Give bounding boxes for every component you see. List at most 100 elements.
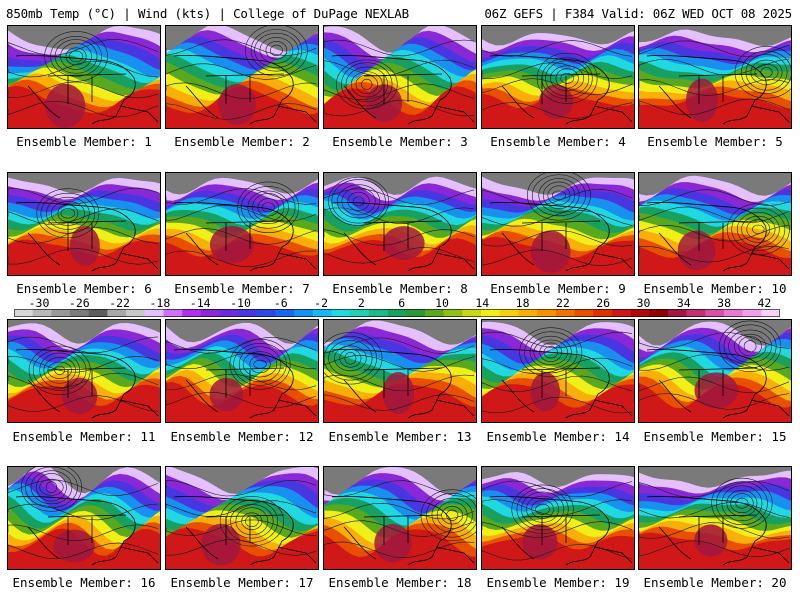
colorbar-tick-label: -2 — [314, 296, 329, 310]
colorbar-tick-label: 38 — [717, 296, 732, 310]
ensemble-map-panel — [165, 172, 319, 276]
colorbar-swatch — [574, 309, 594, 317]
colorbar-swatch — [32, 309, 52, 317]
ensemble-member-label: Ensemble Member: 9 — [490, 281, 626, 296]
colorbar-swatch — [70, 309, 90, 317]
ensemble-member-label: Ensemble Member: 2 — [174, 134, 310, 149]
colorbar-swatch — [481, 309, 501, 317]
ensemble-map-panel — [7, 172, 161, 276]
colorbar-tick-label: -6 — [273, 296, 288, 310]
colorbar-swatch — [107, 309, 127, 317]
colorbar-swatch — [51, 309, 71, 317]
colorbar-swatch — [537, 309, 557, 317]
colorbar-swatch — [649, 309, 669, 317]
colorbar-swatch — [630, 309, 650, 317]
ensemble-member-label: Ensemble Member: 15 — [643, 429, 787, 444]
ensemble-member-label: Ensemble Member: 4 — [490, 134, 626, 149]
ensemble-member-label: Ensemble Member: 6 — [16, 281, 152, 296]
ensemble-member-label: Ensemble Member: 1 — [16, 134, 152, 149]
ensemble-map-panel — [165, 319, 319, 423]
colorbar-swatch — [387, 309, 407, 317]
colorbar-swatch — [219, 309, 239, 317]
colorbar-tick-label: -10 — [230, 296, 251, 310]
colorbar-swatch — [312, 309, 332, 317]
colorbar-swatch — [350, 309, 370, 317]
ensemble-member-label: Ensemble Member: 19 — [486, 575, 630, 590]
colorbar-tick-label: -26 — [68, 296, 90, 310]
colorbar-swatch — [761, 309, 780, 317]
colorbar-swatch — [593, 309, 613, 317]
ensemble-member-label: Ensemble Member: 20 — [643, 575, 787, 590]
colorbar-tick-label: -30 — [28, 296, 50, 310]
colorbar-swatch — [611, 309, 631, 317]
ensemble-member-label: Ensemble Member: 8 — [332, 281, 468, 296]
colorbar-swatch — [667, 309, 687, 317]
ensemble-map-panel — [638, 466, 792, 570]
colorbar-swatch — [126, 309, 146, 317]
colorbar-swatch — [368, 309, 388, 317]
ensemble-map-panel — [481, 466, 635, 570]
colorbar-swatch — [686, 309, 706, 317]
ensemble-map-panel — [481, 25, 635, 129]
colorbar-swatch — [14, 309, 33, 317]
colorbar-swatch — [275, 309, 295, 317]
colorbar-tick-label: -22 — [109, 296, 130, 310]
colorbar-tick-label: 14 — [475, 296, 490, 310]
ensemble-map-panel — [481, 172, 635, 276]
colorbar-swatch — [555, 309, 575, 317]
ensemble-map-panel — [323, 25, 477, 129]
colorbar-swatch — [238, 309, 258, 317]
colorbar-swatch — [163, 309, 183, 317]
ensemble-map-panel — [7, 319, 161, 423]
chart-title: 850mb Temp (°C) | Wind (kts) | College o… — [6, 6, 409, 21]
colorbar-tick-label: 22 — [555, 296, 570, 310]
ensemble-map-panel — [7, 25, 161, 129]
ensemble-map-panel — [481, 319, 635, 423]
ensemble-member-label: Ensemble Member: 3 — [332, 134, 468, 149]
colorbar-swatch — [425, 309, 444, 317]
ensemble-member-label: Ensemble Member: 13 — [328, 429, 472, 444]
colorbar-tick-label: 34 — [676, 296, 691, 310]
colorbar-tick-label: -18 — [149, 296, 171, 310]
colorbar-swatch — [705, 309, 725, 317]
ensemble-map-panel — [638, 172, 792, 276]
ensemble-member-label: Ensemble Member: 12 — [170, 429, 314, 444]
colorbar-swatch — [200, 309, 220, 317]
ensemble-member-label: Ensemble Member: 18 — [328, 575, 472, 590]
ensemble-member-label: Ensemble Member: 17 — [170, 575, 314, 590]
ensemble-member-label: Ensemble Member: 10 — [643, 281, 787, 296]
colorbar-tick-label: 18 — [515, 296, 530, 310]
colorbar-tick-label: 42 — [757, 296, 772, 310]
colorbar-swatch — [443, 309, 463, 317]
colorbar-swatch — [723, 309, 743, 317]
ensemble-map-panel — [165, 466, 319, 570]
ensemble-member-label: Ensemble Member: 5 — [647, 134, 783, 149]
ensemble-map-panel — [323, 172, 477, 276]
colorbar-swatch — [742, 309, 762, 317]
ensemble-map-panel — [638, 25, 792, 129]
ensemble-member-label: Ensemble Member: 14 — [486, 429, 630, 444]
colorbar-swatch — [182, 309, 202, 317]
colorbar-swatch — [144, 309, 164, 317]
colorbar-swatch — [518, 309, 538, 317]
colorbar-swatch — [88, 309, 108, 317]
colorbar-tick-label: -14 — [189, 296, 211, 310]
ensemble-member-label: Ensemble Member: 11 — [12, 429, 156, 444]
colorbar-tick-label: 26 — [596, 296, 611, 310]
colorbar-tick-label: 30 — [636, 296, 651, 310]
run-info: 06Z GEFS | F384 Valid: 06Z WED OCT 08 20… — [484, 6, 792, 21]
ensemble-map-panel — [165, 25, 319, 129]
colorbar-tick-label: 6 — [398, 296, 406, 310]
colorbar-swatch — [462, 309, 482, 317]
temperature-colorbar — [14, 309, 780, 317]
ensemble-map-panel — [638, 319, 792, 423]
colorbar-swatch — [256, 309, 276, 317]
ensemble-member-label: Ensemble Member: 16 — [12, 575, 156, 590]
ensemble-member-label: Ensemble Member: 7 — [174, 281, 310, 296]
colorbar-swatch — [294, 309, 314, 317]
colorbar-tick-label: 10 — [435, 296, 449, 310]
colorbar-swatch — [406, 309, 426, 317]
ensemble-map-panel — [323, 466, 477, 570]
ensemble-map-panel — [323, 319, 477, 423]
colorbar-swatch — [499, 309, 519, 317]
